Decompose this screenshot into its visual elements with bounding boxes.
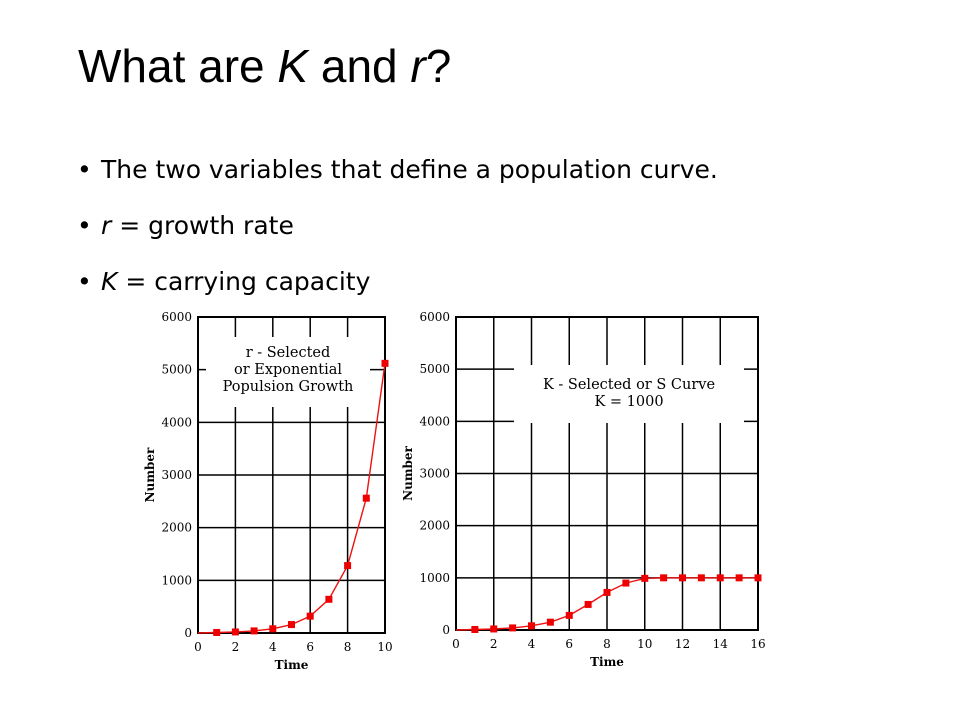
y-tick-label: 0 [184, 626, 192, 640]
title-text-and: and [308, 40, 411, 92]
bullet-item-carrying-capacity: K = carrying capacity [75, 254, 718, 310]
annotation-line: or Exponential [234, 362, 342, 378]
x-tick-label: 8 [344, 640, 352, 654]
data-point [490, 625, 498, 633]
x-tick-label: 8 [603, 637, 611, 651]
data-point [660, 574, 668, 582]
y-tick-label: 6000 [161, 310, 192, 324]
bullet-text: = growth rate [111, 211, 294, 240]
y-tick-label: 5000 [419, 362, 450, 376]
annotation-line: r - Selected [246, 345, 331, 361]
data-point [679, 574, 686, 582]
x-tick-label: 16 [750, 637, 765, 651]
annotation-line: Populsion Growth [223, 379, 354, 395]
data-point [325, 595, 333, 603]
y-tick-label: 1000 [161, 573, 192, 587]
bullet-list: The two variables that define a populati… [75, 142, 718, 310]
title-question-mark: ? [425, 40, 452, 92]
x-tick-label: 4 [528, 637, 536, 651]
annotation-line: K - Selected or S Curve [543, 377, 715, 393]
data-point [288, 621, 295, 629]
x-tick-label: 2 [232, 640, 240, 654]
bullet-text: The two variables that define a populati… [101, 155, 718, 184]
data-point [584, 600, 592, 608]
y-tick-label: 4000 [161, 415, 192, 429]
title-variable-k: K [277, 40, 309, 92]
data-point [603, 588, 611, 596]
data-point [735, 574, 743, 582]
x-tick-label: 0 [452, 637, 460, 651]
annotation-box [514, 365, 744, 423]
y-tick-label: 1000 [419, 571, 450, 585]
plot-frame [455, 316, 759, 631]
x-tick-label: 6 [306, 640, 314, 654]
data-point [344, 562, 352, 570]
x-axis-title: Time [275, 658, 309, 672]
data-point [250, 627, 258, 635]
x-tick-label: 12 [675, 637, 690, 651]
y-tick-label: 2000 [419, 519, 450, 533]
data-point [697, 574, 705, 582]
y-tick-label: 2000 [161, 521, 192, 535]
annotation-box [206, 337, 370, 407]
x-axis-title: Time [590, 655, 624, 669]
annotation-line: K = 1000 [594, 394, 663, 410]
data-point [362, 494, 370, 502]
x-tick-label: 2 [490, 637, 498, 651]
data-point [528, 622, 535, 630]
data-point [471, 625, 479, 633]
data-point [381, 359, 389, 367]
bullet-text: = carrying capacity [117, 267, 371, 296]
x-tick-label: 4 [269, 640, 277, 654]
data-point [754, 574, 762, 582]
y-tick-label: 4000 [419, 414, 450, 428]
title-text-what-are: What are [78, 40, 278, 92]
bullet-item-definition: The two variables that define a populati… [75, 142, 718, 198]
bullet-item-growth-rate: r = growth rate [75, 198, 718, 254]
data-point [231, 628, 239, 636]
bullet-variable-r: r [101, 211, 112, 240]
slide-title: What are K and r? [78, 40, 451, 93]
data-point [213, 628, 221, 636]
plot-frame [197, 316, 386, 634]
bullet-variable-k: K [101, 267, 118, 296]
data-point [622, 579, 630, 587]
data-point [716, 574, 724, 582]
data-point [269, 625, 277, 633]
y-tick-label: 6000 [419, 310, 450, 324]
x-tick-label: 14 [713, 637, 729, 651]
x-tick-label: 6 [565, 637, 573, 651]
k-selected-s-curve-chart: 0 2 4 6 8 10 12 14 16 0 1000 2000 3000 4000 5000 6000 K … [401, 310, 766, 669]
title-variable-r: r [410, 40, 426, 92]
y-tick-label: 3000 [419, 467, 450, 481]
y-axis-title: Number [401, 445, 415, 500]
y-axis-title: Number [143, 447, 157, 502]
data-point [641, 574, 649, 582]
x-tick-label: 10 [637, 637, 652, 651]
data-point [546, 618, 554, 626]
y-tick-label: 3000 [161, 468, 192, 482]
y-tick-label: 5000 [161, 363, 192, 377]
y-tick-label: 0 [442, 623, 450, 637]
data-point [565, 611, 573, 619]
x-tick-label: 10 [377, 640, 392, 654]
data-point [306, 612, 314, 620]
data-point [509, 624, 517, 632]
x-tick-label: 0 [194, 640, 202, 654]
r-selected-exponential-chart: 0 2 4 6 8 10 0 1000 2000 3000 4000 5000 6000 r - Sele… [143, 310, 393, 672]
